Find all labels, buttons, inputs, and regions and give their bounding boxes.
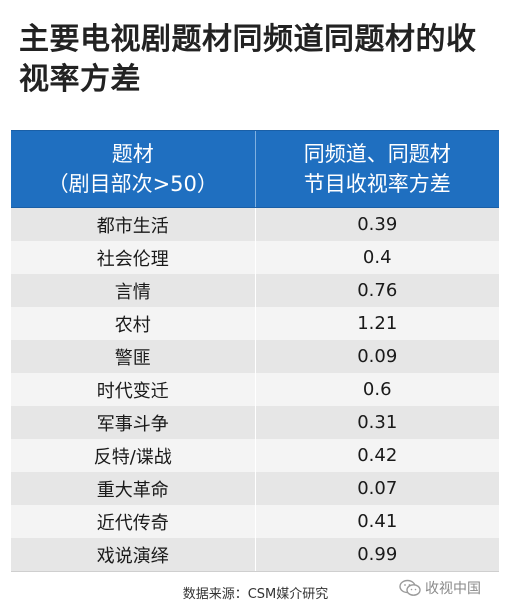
table-row: 都市生活 0.39 [11,208,499,241]
variance-table: 题材 （剧目部次>50） 同频道、同题材 节目收视率方差 都市生活 0.39 社会伦… [11,130,499,572]
table-row: 重大革命 0.07 [11,472,499,505]
variance-cell: 0.09 [254,340,500,373]
header-genre-line1: 题材 [111,142,154,166]
variance-cell: 0.99 [254,538,500,571]
table-row: 言情 0.76 [11,274,499,307]
variance-cell: 0.4 [254,241,500,274]
watermark-text: 收视中国 [425,581,481,597]
genre-cell: 农村 [114,314,151,336]
table-row: 近代传奇 0.41 [11,505,499,538]
wechat-icon [399,579,421,596]
genre-cell: 军事斗争 [96,413,169,435]
header-variance-line2: 节目收视率方差 [303,172,451,196]
table-body: 都市生活 0.39 社会伦理 0.4 言情 0.76 农村 1.21 警匪 0.09 时代变迁 0.6… [11,208,499,572]
header-genre: 题材 （剧目部次>50） [11,131,255,207]
data-source: 数据来源：CSM媒介研究 [182,587,329,602]
header-genre-line2: （剧目部次>50） [47,172,218,196]
table-row: 反特/谍战 0.42 [11,439,499,472]
table-row: 时代变迁 0.6 [11,373,499,406]
genre-cell: 重大革命 [96,479,169,501]
variance-cell: 0.07 [254,472,500,505]
genre-cell: 戏说演绎 [96,545,169,567]
genre-cell: 社会伦理 [96,248,169,270]
table-row: 农村 1.21 [11,307,499,340]
table-row: 社会伦理 0.4 [11,241,499,274]
table-row: 军事斗争 0.31 [11,406,499,439]
genre-cell: 时代变迁 [96,380,169,402]
variance-cell: 0.42 [254,439,500,472]
page-title: 主要电视剧题材同频道同题材的收视率方差 [19,22,477,97]
watermark: 收视中国 [399,578,481,598]
variance-cell: 0.76 [254,274,500,307]
variance-cell: 0.39 [254,208,500,241]
table-header: 题材 （剧目部次>50） 同频道、同题材 节目收视率方差 [11,130,499,208]
table-row: 警匪 0.09 [11,340,499,373]
genre-cell: 近代传奇 [96,512,169,534]
genre-cell: 言情 [114,281,151,303]
variance-cell: 0.31 [254,406,500,439]
genre-cell: 警匪 [114,347,151,369]
table-row: 戏说演绎 0.99 [11,538,499,571]
genre-cell: 都市生活 [96,215,169,237]
header-variance-line1: 同频道、同题材 [303,142,451,166]
variance-cell: 1.21 [254,307,500,340]
variance-cell: 0.6 [254,373,500,406]
header-variance: 同频道、同题材 节目收视率方差 [254,131,500,207]
variance-cell: 0.41 [254,505,500,538]
genre-cell: 反特/谍战 [93,446,172,468]
